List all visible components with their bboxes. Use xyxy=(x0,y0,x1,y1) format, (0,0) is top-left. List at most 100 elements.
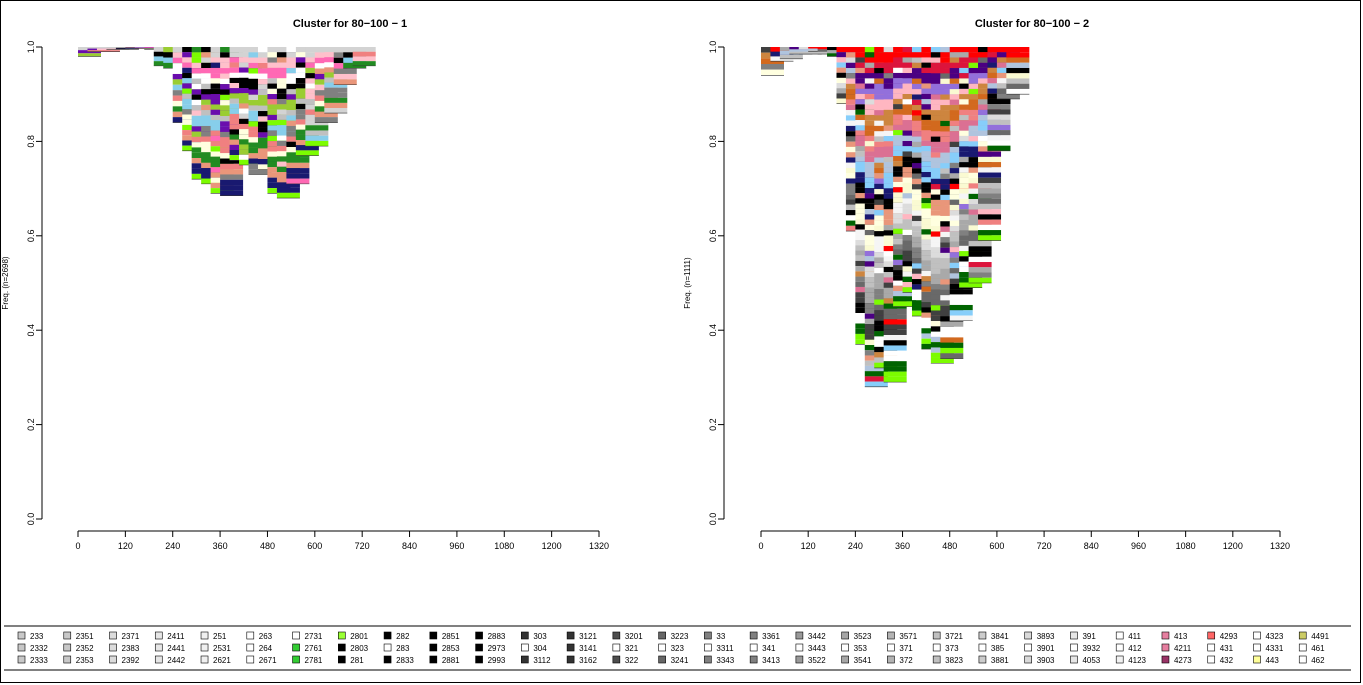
x-tick-label: 1320 xyxy=(589,541,609,551)
bar-segment xyxy=(968,241,992,247)
bar-segment xyxy=(968,256,992,263)
bar-segment xyxy=(864,371,888,377)
bar-segment xyxy=(959,282,983,288)
bar-segment xyxy=(220,185,244,191)
legend-item: 4123 xyxy=(1115,655,1147,665)
bar-segment xyxy=(893,296,917,302)
legend-item: 3823 xyxy=(932,655,964,665)
bar-segment xyxy=(883,334,907,341)
legend-swatch xyxy=(887,655,895,664)
y-tick-label: 0.0 xyxy=(26,513,36,526)
legend-swatch xyxy=(63,631,72,640)
bar-segment xyxy=(352,47,376,52)
bar-segment xyxy=(761,69,784,76)
bar-segment xyxy=(1006,52,1030,58)
legend-swatch xyxy=(749,643,758,652)
legend-item: 413 xyxy=(1161,631,1188,641)
bar-segment xyxy=(987,119,1011,125)
legend-item: 2833 xyxy=(383,655,414,665)
y-tick-label: 0.6 xyxy=(26,230,36,243)
legend-swatch xyxy=(795,643,804,652)
y-tick-label: 0.2 xyxy=(708,418,718,431)
y-axis-label: Freq. (n=2698) xyxy=(1,256,10,309)
bar-segment xyxy=(883,324,907,330)
bar-segment xyxy=(352,51,376,57)
legend-label: 281 xyxy=(350,656,364,665)
legend-swatch xyxy=(63,655,72,664)
legend-label: 3442 xyxy=(808,632,826,641)
legend-item: 263 xyxy=(246,631,273,641)
bar-segment xyxy=(324,92,348,98)
legend-swatch xyxy=(109,631,117,640)
legend-label: 462 xyxy=(1311,656,1325,665)
legend-swatch xyxy=(1161,655,1170,664)
legend-item: 2731 xyxy=(292,631,323,641)
legend-swatch xyxy=(17,631,26,640)
legend-item: 3932 xyxy=(1070,643,1101,653)
x-tick-label: 720 xyxy=(1037,541,1052,551)
legend-item: 283 xyxy=(383,643,410,653)
legend-item: 303 xyxy=(521,631,547,641)
legend-swatch xyxy=(1253,655,1261,664)
bar-segment xyxy=(949,289,973,295)
legend-swatch xyxy=(246,631,255,640)
bar-segment xyxy=(978,198,1002,204)
bar-segment xyxy=(314,111,338,118)
legend-label: 3361 xyxy=(762,632,780,641)
bar-segment xyxy=(949,315,973,321)
legend-item: 373 xyxy=(932,643,959,653)
legend-swatch xyxy=(1207,655,1216,664)
bar-segment xyxy=(940,342,964,348)
bar-segment xyxy=(1006,78,1030,84)
y-tick-label: 0.8 xyxy=(708,135,718,148)
x-tick-label: 0 xyxy=(75,541,80,551)
bar-segment xyxy=(978,182,1002,189)
legend-label: 461 xyxy=(1311,644,1325,653)
legend-label: 3311 xyxy=(716,644,734,653)
bar-segment xyxy=(276,192,300,199)
legend-item: 3343 xyxy=(704,655,735,665)
legend-item: 2442 xyxy=(154,655,186,665)
legend-swatch xyxy=(109,655,117,664)
legend-item: 2801 xyxy=(338,631,369,641)
y-tick-label: 0.0 xyxy=(708,513,718,526)
legend-label: 263 xyxy=(259,632,273,641)
legend-swatch xyxy=(612,631,621,640)
legend-label: 2352 xyxy=(76,644,94,653)
legend-swatch xyxy=(383,655,392,664)
bar-segment xyxy=(295,150,319,156)
bar-segment xyxy=(940,326,964,333)
legend-item: 3541 xyxy=(841,655,872,665)
legend-item: 2781 xyxy=(292,655,323,665)
legend-label: 3241 xyxy=(671,656,689,665)
bar-segment xyxy=(968,272,992,278)
legend-swatch xyxy=(658,643,666,652)
y-axis-label: Freq. (n=1111) xyxy=(683,257,692,309)
legend-swatch xyxy=(1070,655,1078,664)
legend-item: 3903 xyxy=(1024,655,1055,665)
legend-swatch xyxy=(566,655,575,664)
y-tick-label: 0.4 xyxy=(26,324,36,337)
legend-item: 3522 xyxy=(795,655,826,665)
legend-item: 2883 xyxy=(475,631,506,641)
bar-segment xyxy=(220,174,244,180)
legend-label: 431 xyxy=(1220,644,1234,653)
legend-swatch xyxy=(1024,643,1032,652)
legend-label: 4491 xyxy=(1311,632,1329,641)
legend-label: 4323 xyxy=(1265,632,1283,641)
legend-swatch xyxy=(1298,655,1307,664)
bar-segment xyxy=(305,135,329,141)
bar-segment xyxy=(978,235,1002,241)
legend-item: 3112 xyxy=(521,655,551,665)
x-tick-label: 600 xyxy=(989,541,1004,551)
legend-swatch xyxy=(1207,643,1216,652)
bar xyxy=(1006,47,1030,95)
bar-segment xyxy=(978,203,1002,210)
legend-label: 2883 xyxy=(488,632,506,641)
x-tick-label: 360 xyxy=(895,541,910,551)
legend-item: 281 xyxy=(338,655,364,665)
legend-label: 3443 xyxy=(808,644,826,653)
x-tick-label: 840 xyxy=(1084,541,1099,551)
legend-swatch xyxy=(521,655,529,664)
